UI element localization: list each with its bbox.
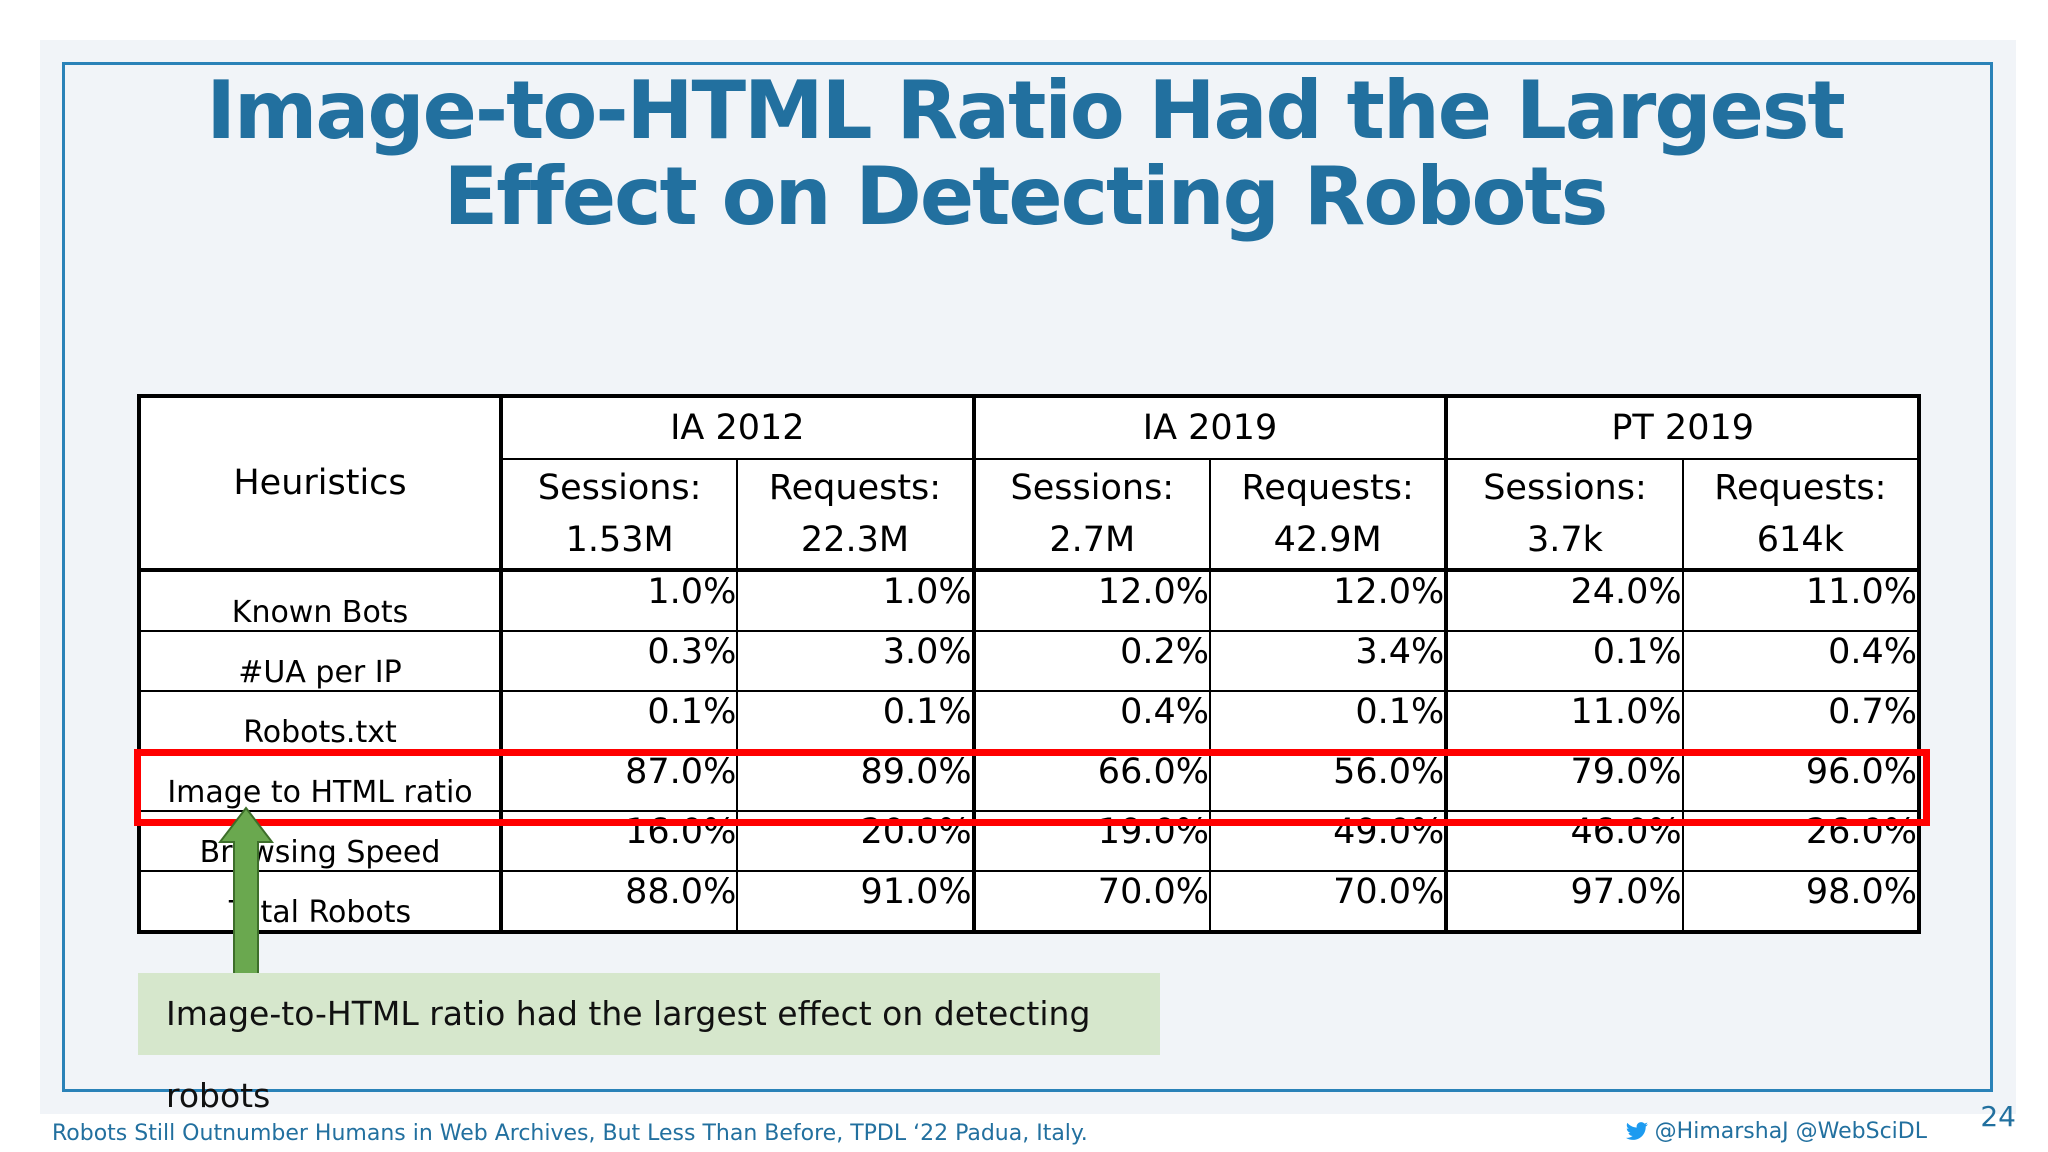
heuristics-header: Heuristics xyxy=(138,395,502,571)
subheader-label: Requests: xyxy=(1241,468,1414,508)
table-row: Robots.txt 0.1% 0.1% 0.4% 0.1% 11.0% 0.7… xyxy=(138,690,1921,752)
results-table: Heuristics IA 2012 IA 2019 PT 2019 Sessi… xyxy=(137,394,1921,934)
table-cell: 19.0% xyxy=(971,810,1211,872)
table-cell: 24.0% xyxy=(1444,569,1684,632)
table-cell: 0.4% xyxy=(1681,630,1921,692)
subheader-value: 614k xyxy=(1756,520,1844,560)
subheader-cell: Sessions: 1.53M xyxy=(498,458,739,571)
table-cell: 96.0% xyxy=(1681,750,1921,812)
table-cell: 1.0% xyxy=(498,569,739,632)
table-cell: 88.0% xyxy=(498,870,739,933)
table-cell: 97.0% xyxy=(1444,870,1684,933)
table-cell: 0.2% xyxy=(971,630,1211,692)
table-cell: 0.1% xyxy=(736,690,975,752)
table-cell: 11.0% xyxy=(1681,569,1921,632)
table-cell: 87.0% xyxy=(498,750,739,812)
callout-box: Image-to-HTML ratio had the largest effe… xyxy=(138,973,1160,1115)
row-label: #UA per IP xyxy=(138,630,502,692)
row-label: Image to HTML ratio xyxy=(138,750,502,812)
table-cell: 0.1% xyxy=(498,690,739,752)
table-cell: 66.0% xyxy=(971,750,1211,812)
subheader-label: Requests: xyxy=(768,468,942,508)
subheader-cell: Requests: 42.9M xyxy=(1208,458,1448,571)
table-row: #UA per IP 0.3% 3.0% 0.2% 3.4% 0.1% 0.4% xyxy=(138,630,1921,692)
group-header-ia2012: IA 2012 xyxy=(499,395,975,460)
table-row: Known Bots 1.0% 1.0% 12.0% 12.0% 24.0% 1… xyxy=(138,569,1921,632)
table-cell: 11.0% xyxy=(1444,690,1684,752)
table-row: Total Robots 88.0% 91.0% 70.0% 70.0% 97.… xyxy=(138,870,1921,933)
table-cell: 12.0% xyxy=(971,569,1211,632)
group-header-ia2019: IA 2019 xyxy=(971,395,1448,460)
footer-handles: @HimarshaJ @WebSciDL xyxy=(1625,1119,1927,1144)
slide-frame xyxy=(62,62,1993,1092)
table-cell: 91.0% xyxy=(736,870,975,933)
table-cell: 12.0% xyxy=(1208,569,1448,632)
row-label: Known Bots xyxy=(138,569,502,632)
table-cell: 79.0% xyxy=(1444,750,1684,812)
table-row-highlighted: Image to HTML ratio 87.0% 89.0% 66.0% 56… xyxy=(138,750,1921,812)
table-cell: 0.7% xyxy=(1681,690,1921,752)
subheader-value: 22.3M xyxy=(800,520,910,560)
subheader-value: 1.53M xyxy=(565,520,674,560)
footer-citation: Robots Still Outnumber Humans in Web Arc… xyxy=(52,1121,1088,1146)
table-cell: 56.0% xyxy=(1208,750,1448,812)
table-cell: 3.4% xyxy=(1208,630,1448,692)
table-cell: 20.0% xyxy=(736,810,975,872)
table-cell: 26.0% xyxy=(1681,810,1921,872)
table-cell: 98.0% xyxy=(1681,870,1921,933)
table-cell: 0.4% xyxy=(971,690,1211,752)
subheader-cell: Requests: 614k xyxy=(1681,458,1921,571)
subheader-cell: Requests: 22.3M xyxy=(736,458,975,571)
subheader-value: 2.7M xyxy=(1049,520,1136,560)
row-label: Browsing Speed xyxy=(138,810,502,872)
subheader-cell: Sessions: 2.7M xyxy=(971,458,1211,571)
table-cell: 70.0% xyxy=(1208,870,1448,933)
table-cell: 0.1% xyxy=(1444,630,1684,692)
slide-title: Image-to-HTML Ratio Had the Largest Effe… xyxy=(206,64,1845,243)
subheader-label: Sessions: xyxy=(1010,468,1175,508)
table-cell: 46.0% xyxy=(1444,810,1684,872)
subheader-cell: Sessions: 3.7k xyxy=(1444,458,1684,571)
table-cell: 0.1% xyxy=(1208,690,1448,752)
subheader-label: Requests: xyxy=(1714,468,1887,508)
group-header-pt2019: PT 2019 xyxy=(1444,395,1920,460)
table-cell: 89.0% xyxy=(736,750,975,812)
table-cell: 0.3% xyxy=(498,630,739,692)
table-cell: 16.0% xyxy=(498,810,739,872)
table-cell: 1.0% xyxy=(736,569,975,632)
twitter-bird-icon xyxy=(1625,1121,1648,1140)
table-row: Browsing Speed 16.0% 20.0% 19.0% 49.0% 4… xyxy=(138,810,1921,872)
subheader-value: 42.9M xyxy=(1273,520,1382,560)
subheader-value: 3.7k xyxy=(1527,520,1603,560)
page-number: 24 xyxy=(1980,1100,2016,1133)
up-arrow-icon xyxy=(218,806,274,991)
subheader-label: Sessions: xyxy=(537,468,702,508)
subheader-label: Sessions: xyxy=(1483,468,1647,508)
table-cell: 49.0% xyxy=(1208,810,1448,872)
row-label: Robots.txt xyxy=(138,690,502,752)
table-cell: 3.0% xyxy=(736,630,975,692)
table-cell: 70.0% xyxy=(971,870,1211,933)
footer-handles-text: @HimarshaJ @WebSciDL xyxy=(1654,1119,1927,1144)
row-label: Total Robots xyxy=(138,870,502,933)
